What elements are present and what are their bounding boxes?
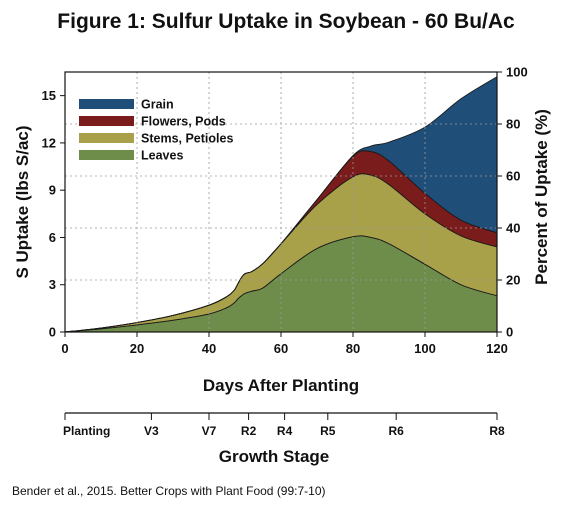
y2-tick-label: 80 xyxy=(506,117,520,132)
legend-swatch-grain xyxy=(79,99,134,109)
stage-label-r5: R5 xyxy=(320,424,336,438)
y-tick-label: 15 xyxy=(42,88,56,103)
legend-label-grain: Grain xyxy=(141,98,174,112)
y-tick-label: 6 xyxy=(49,230,56,245)
x-tick-label: 120 xyxy=(486,341,508,356)
y2-axis-ticks: 0 20 40 60 80 100 xyxy=(497,65,528,340)
y2-axis-label: Percent of Uptake (%) xyxy=(532,109,551,285)
stage-label-r8: R8 xyxy=(489,424,505,438)
stage-label-v3: V3 xyxy=(144,424,159,438)
y-tick-label: 9 xyxy=(49,183,56,198)
growth-stage-label: Growth Stage xyxy=(219,447,330,466)
y2-tick-label: 60 xyxy=(506,169,520,184)
y-tick-label: 0 xyxy=(49,325,56,340)
plot-area xyxy=(64,71,498,333)
x-tick-label: 0 xyxy=(61,341,68,356)
stage-label-planting: Planting xyxy=(63,424,110,438)
stage-label-r4: R4 xyxy=(277,424,293,438)
y2-tick-label: 20 xyxy=(506,273,520,288)
legend-swatch-stems-petioles xyxy=(79,133,134,143)
legend-swatch-leaves xyxy=(79,150,134,160)
legend-label-leaves: Leaves xyxy=(141,149,183,163)
legend-label-flowers-pods: Flowers, Pods xyxy=(141,115,226,129)
legend: Grain Flowers, Pods Stems, Petioles Leaves xyxy=(79,98,233,163)
x-tick-label: 20 xyxy=(130,341,144,356)
x-tick-label: 80 xyxy=(346,341,360,356)
y2-tick-label: 0 xyxy=(506,325,513,340)
growth-stage-axis: Planting V3 V7 R2 R4 R5 R6 R8 xyxy=(63,412,505,438)
x-axis-ticks: 0 20 40 60 80 100 120 xyxy=(61,332,508,356)
x-tick-label: 40 xyxy=(202,341,216,356)
y-tick-label: 3 xyxy=(49,277,56,292)
y2-tick-label: 100 xyxy=(506,65,528,80)
legend-swatch-flowers-pods xyxy=(79,116,134,126)
x-tick-label: 60 xyxy=(274,341,288,356)
stage-label-v7: V7 xyxy=(202,424,217,438)
legend-label-stems-petioles: Stems, Petioles xyxy=(141,132,233,146)
y2-tick-label: 40 xyxy=(506,221,520,236)
source-citation: Bender et al., 2015. Better Crops with P… xyxy=(12,484,326,498)
y-axis-label: S Uptake (lbs S/ac) xyxy=(13,125,32,278)
chart-title: Figure 1: Sulfur Uptake in Soybean - 60 … xyxy=(57,10,515,33)
y-tick-label: 12 xyxy=(42,135,56,150)
x-tick-label: 100 xyxy=(414,341,436,356)
x-axis-label: Days After Planting xyxy=(203,376,359,395)
stage-label-r2: R2 xyxy=(241,424,257,438)
y-axis-ticks: 0 3 6 9 12 15 xyxy=(42,88,65,340)
stage-label-r6: R6 xyxy=(389,424,405,438)
gridlines xyxy=(65,72,497,332)
